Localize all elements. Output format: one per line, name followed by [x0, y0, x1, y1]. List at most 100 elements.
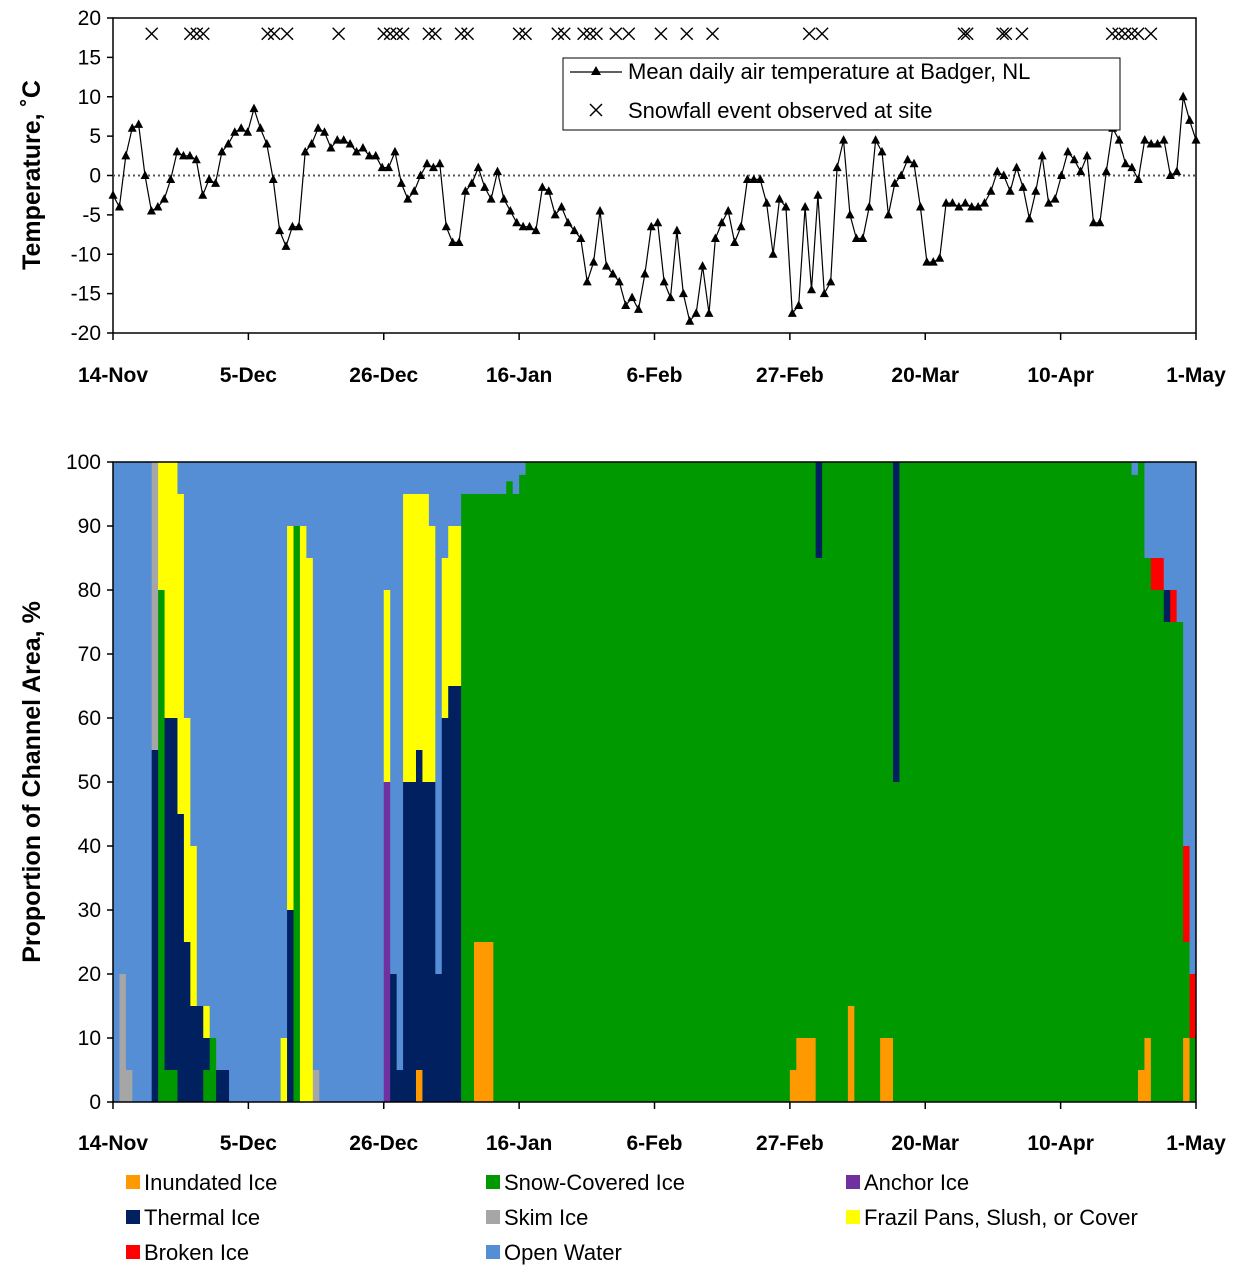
- snowfall-point: [377, 27, 391, 41]
- snowfall-point: [706, 27, 720, 41]
- bar-segment-snow-covered-ice: [506, 481, 514, 1102]
- channel-x-tick-label: 6-Feb: [626, 1132, 682, 1155]
- temperature-point: [1082, 150, 1092, 160]
- bar-segment-open-water: [1131, 462, 1139, 475]
- temperature-point: [211, 178, 221, 187]
- temperature-point: [614, 276, 624, 286]
- temperature-point: [621, 300, 631, 309]
- snowfall-point: [1131, 27, 1145, 41]
- temperature-point: [569, 225, 579, 235]
- temperature-x-tick-label: 6-Feb: [626, 364, 682, 387]
- snowfall-point: [583, 27, 597, 41]
- temperature-point: [153, 202, 163, 211]
- temperature-point: [877, 146, 887, 156]
- bar-segment-snow-covered-ice: [171, 1070, 178, 1102]
- temperature-point: [832, 162, 842, 172]
- channel-y-tick-label: 60: [78, 707, 101, 730]
- channel-x-tick-label: 26-Dec: [349, 1132, 418, 1155]
- temperature-point: [262, 139, 272, 148]
- temperature-point: [313, 123, 323, 132]
- temperature-point: [326, 142, 336, 152]
- bar-segment-snow-covered-ice: [1189, 1038, 1197, 1102]
- legend-item-snowfall: Snowfall event observed at site: [589, 98, 933, 123]
- bar-segment-open-water: [474, 462, 494, 494]
- temperature-point: [1121, 158, 1131, 168]
- snowfall-point: [428, 27, 442, 41]
- temperature-point: [512, 217, 522, 227]
- temperature-point: [525, 221, 535, 231]
- temperature-point: [249, 103, 259, 113]
- bar-segment-open-water: [287, 462, 294, 526]
- temperature-point: [185, 150, 195, 160]
- bar-segment-open-water: [183, 462, 191, 718]
- snowfall-point: [390, 27, 404, 41]
- temperature-point: [146, 205, 156, 215]
- temperature-x-tick-label: 27-Feb: [756, 364, 824, 387]
- channel-area-chart: 0 10 20 30 40 50 60 70 80 90 100 14-Nov 5-Dec 26-Dec…: [18, 451, 1226, 1265]
- bar-segment-thermal-ice: [396, 1070, 404, 1102]
- snowfall-point: [802, 27, 816, 41]
- bar-segment-frazil-pans-slush-or-cover: [164, 462, 172, 718]
- legend-item-open-water: Open Water: [486, 1240, 622, 1265]
- bar-segment-inundated-ice: [789, 1070, 797, 1102]
- temperature-y-tick-label: 0: [89, 165, 101, 188]
- temperature-point: [1146, 139, 1156, 148]
- temperature-point: [858, 233, 868, 242]
- bar-segment-snow-covered-ice: [1176, 622, 1184, 1102]
- bar-segment-snow-covered-ice: [1131, 474, 1139, 1102]
- temperature-point: [486, 194, 496, 203]
- bar-segment-open-water: [177, 462, 185, 494]
- snowfall-point: [190, 27, 204, 41]
- temperature-point: [1076, 166, 1086, 176]
- temperature-point: [871, 135, 881, 144]
- temperature-point: [166, 174, 176, 183]
- snowfall-point: [196, 27, 210, 41]
- channel-x-tick-label: 10-Apr: [1027, 1132, 1094, 1155]
- bar-segment-snow-covered-ice: [512, 494, 520, 1102]
- channel-y-tick-label: 90: [78, 515, 101, 538]
- temperature-point: [608, 268, 618, 278]
- channel-x-ticks: 14-Nov 5-Dec 26-Dec 16-Jan 6-Feb 27-Feb 20-Mar…: [78, 1102, 1226, 1155]
- snowfall-point: [519, 27, 533, 41]
- temperature-point: [217, 146, 227, 156]
- snowfall-point: [1118, 27, 1132, 41]
- temperature-point: [922, 257, 932, 266]
- bar-segment-thermal-ice: [893, 462, 900, 782]
- temperature-point: [243, 127, 253, 136]
- bar-segment-thermal-ice: [190, 1006, 198, 1102]
- temperature-point: [178, 150, 188, 160]
- temperature-point: [409, 186, 419, 195]
- bar-segment-inundated-ice: [415, 1070, 423, 1102]
- temperature-point: [582, 276, 592, 286]
- legend-item-anchor-ice: Anchor Ice: [846, 1170, 969, 1195]
- bar-segment-open-water: [319, 462, 385, 1102]
- snowfall-point: [280, 27, 294, 41]
- bar-segment-open-water: [1163, 462, 1171, 590]
- snowfall-point: [396, 27, 410, 41]
- temperature-point: [947, 198, 957, 207]
- bar-segment-thermal-ice: [287, 910, 294, 1102]
- temperature-point: [1101, 166, 1111, 176]
- temperature-point: [915, 202, 925, 211]
- temperature-point: [678, 288, 688, 298]
- temperature-point: [640, 268, 650, 278]
- temperature-point: [492, 166, 502, 176]
- bar-segment-open-water: [125, 462, 133, 1070]
- channel-y-tick-label: 50: [78, 771, 101, 794]
- temperature-point: [672, 225, 682, 235]
- temperature-point: [755, 174, 765, 183]
- bar-segment-snow-covered-ice: [461, 494, 475, 1102]
- channel-y-tick-label: 10: [78, 1027, 101, 1050]
- snowfall-point: [960, 27, 974, 41]
- bar-segment-inundated-ice: [847, 1006, 855, 1102]
- legend-swatch: [126, 1245, 140, 1259]
- bar-segment-open-water: [196, 462, 204, 1006]
- bar-segment-snow-covered-ice: [1144, 558, 1152, 1038]
- snowfall-point: [422, 27, 436, 41]
- legend-item-frazil-pans-slush-or-cover: Frazil Pans, Slush, or Cover: [846, 1205, 1138, 1230]
- bar-segment-frazil-pans-slush-or-cover: [428, 526, 436, 782]
- bar-segment-open-water: [506, 462, 514, 482]
- temperature-y-tick-label: -15: [71, 283, 101, 306]
- bar-segment-open-water: [306, 462, 314, 558]
- temperature-point: [1031, 186, 1041, 195]
